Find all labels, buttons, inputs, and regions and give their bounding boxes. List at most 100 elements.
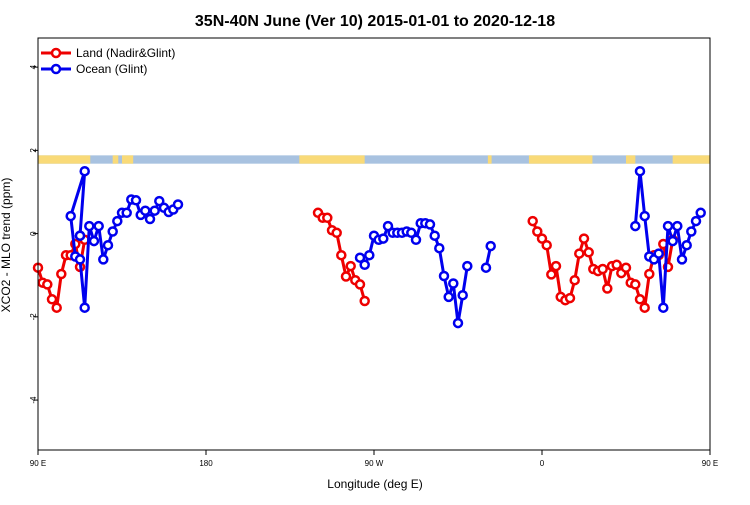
series-1-point-52	[462, 260, 473, 272]
series-1-point-31	[364, 249, 375, 261]
series-0-point-46	[630, 279, 641, 290]
series-1-point-66	[672, 220, 683, 232]
series-1-point-35	[382, 220, 394, 232]
legend-ocean-marker	[50, 63, 62, 75]
series-0-point-25	[532, 226, 543, 237]
series-0-point-18	[340, 271, 352, 282]
series-0-point-47	[634, 294, 646, 305]
series-0-point-34	[574, 248, 585, 259]
strip-ocean	[38, 155, 710, 164]
series-1-point-50	[452, 317, 464, 329]
series-0-point-2	[42, 279, 53, 290]
series-1-point-59	[639, 210, 650, 222]
series-0-point-42	[611, 259, 622, 271]
legend: Land (Nadir&Glint) Ocean (Glint)	[41, 46, 175, 76]
series-1-point-7	[79, 302, 90, 313]
series-1-point-16	[121, 207, 132, 219]
series-1-point-18	[130, 195, 142, 206]
series-1-point-14	[112, 215, 123, 227]
series-1-point-62	[653, 248, 664, 259]
strip-land-6	[626, 155, 636, 164]
series-1-point-21	[144, 213, 156, 225]
series-1-point-41	[410, 234, 422, 246]
series-0-point-14	[322, 212, 333, 224]
series-1-point-45	[429, 230, 440, 241]
series-1-point-57	[630, 220, 641, 232]
series-0-point-19	[345, 260, 356, 272]
series-1-point-9	[88, 235, 100, 247]
series-1-point-20	[140, 205, 151, 216]
series-layer	[32, 165, 706, 329]
strip-land-2	[122, 155, 134, 164]
series-1-point-2	[74, 230, 86, 241]
series-0-point-3	[46, 294, 58, 305]
x-axis-label: Longitude (deg E)	[327, 477, 422, 491]
y-axis-label: XCO2 - MLO trend (ppm)	[0, 178, 13, 313]
series-0-point-36	[583, 247, 594, 258]
series-0-point-39	[597, 263, 608, 275]
chart-title: 35N-40N June (Ver 10) 2015-01-01 to 2020…	[195, 13, 555, 30]
axes: 90 E 180 90 W 0 90 E -4 -2 0 2 4	[29, 64, 718, 468]
land-sea-strip	[38, 155, 710, 164]
y-tick-label-3: 2	[29, 148, 38, 153]
series-0-point-44	[620, 262, 632, 273]
x-tick-label-1: 180	[199, 459, 213, 468]
series-1-point-27	[172, 199, 184, 210]
series-1-point-70	[690, 215, 702, 227]
series-0-point-17	[336, 249, 347, 261]
series-0-point-32	[564, 292, 576, 304]
strip-land-1	[112, 155, 119, 164]
series-0-point-21	[354, 279, 366, 290]
strip-land-0	[38, 155, 91, 164]
series-1-point-67	[676, 254, 688, 265]
x-tick-label-4: 90 E	[702, 459, 718, 468]
series-1-point-29	[354, 252, 366, 263]
series-1-point-23	[154, 195, 165, 207]
legend-land-label: Land (Nadir&Glint)	[76, 46, 175, 60]
series-1-point-4	[65, 210, 76, 222]
series-0-point-33	[569, 274, 580, 286]
x-tick-label-2: 90 W	[365, 459, 384, 468]
series-0-point-48	[639, 302, 650, 313]
series-1-point-46	[434, 242, 445, 254]
series-1-point-63	[658, 302, 669, 313]
series-1-point-6	[74, 254, 86, 265]
series-1-point-54	[480, 262, 492, 273]
series-1-point-13	[107, 226, 118, 237]
strip-land-4	[487, 155, 492, 164]
series-1-point-55	[485, 240, 496, 252]
series-1-point-22	[149, 205, 160, 216]
series-0-point-35	[578, 233, 590, 244]
series-1-point-3	[79, 165, 90, 177]
series-1-point-34	[378, 233, 389, 244]
series-0-point-16	[331, 227, 342, 239]
series-0-point-24	[527, 215, 538, 227]
series-1-point-44	[424, 219, 436, 230]
y-tick-label-2: 0	[29, 231, 38, 236]
series-1-point-47	[438, 270, 450, 282]
series-0-point-27	[541, 239, 552, 251]
series-0-point-5	[56, 268, 67, 280]
series-0-point-40	[602, 283, 613, 294]
series-1-point-58	[634, 165, 646, 177]
series-1-point-69	[686, 226, 697, 237]
series-0-point-26	[536, 233, 548, 244]
plot-frame	[37, 37, 711, 451]
strip-land-3	[299, 155, 365, 164]
y-tick-label-4: 4	[29, 64, 38, 69]
series-1-point-51	[457, 289, 468, 301]
series-0-point-28	[546, 269, 557, 280]
series-1-point-68	[681, 239, 692, 251]
x-tick-label-0: 90 E	[30, 459, 46, 468]
series-1-point-30	[359, 259, 370, 271]
x-tick-label-3: 0	[540, 459, 545, 468]
series-1-point-10	[93, 220, 104, 232]
strip-land-5	[528, 155, 593, 164]
series-1-point-49	[448, 278, 459, 289]
series-1-point-48	[443, 291, 454, 303]
series-1-point-40	[406, 227, 417, 239]
series-1-point-71	[695, 207, 706, 219]
strip-land-7	[672, 155, 710, 164]
